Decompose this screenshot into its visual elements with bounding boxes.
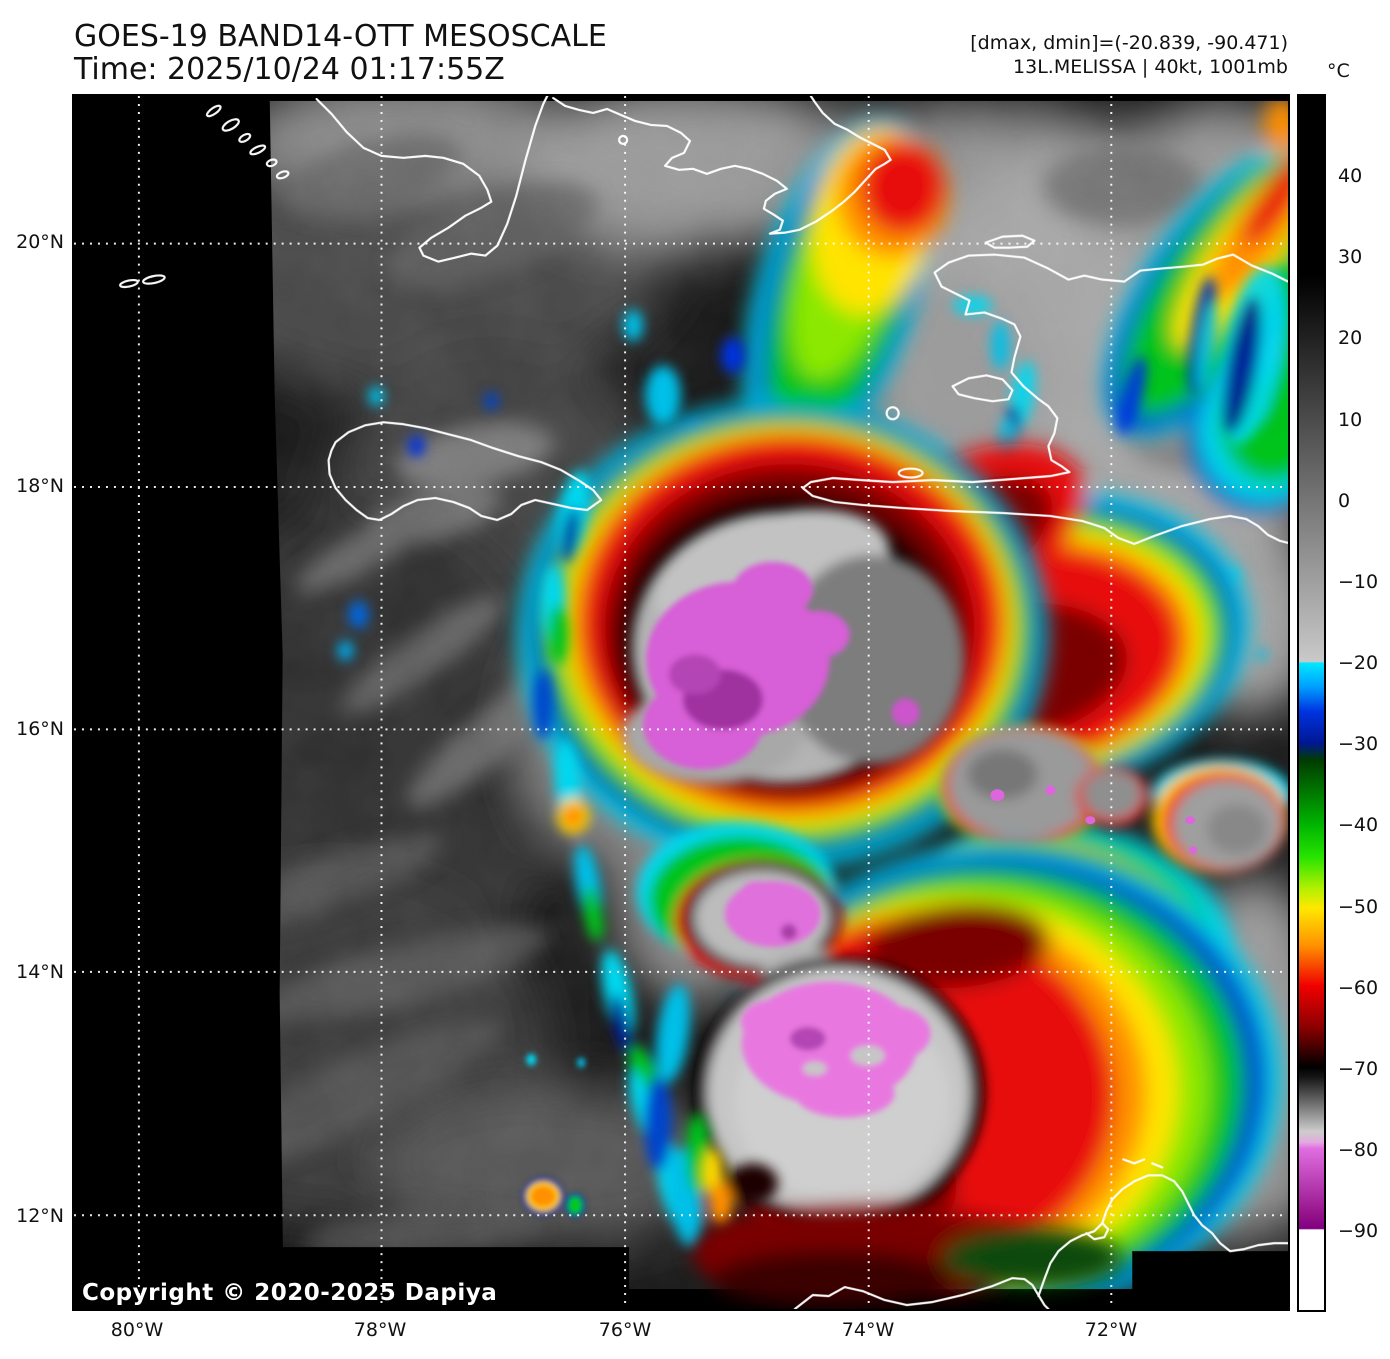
- storm-info: 13L.MELISSA | 40kt, 1001mb: [1013, 56, 1288, 78]
- lon-label-78w: 78°W: [353, 1319, 407, 1341]
- cb-tick-10: 10: [1338, 409, 1363, 431]
- copyright-text: Copyright © 2020-2025 Dapiya: [82, 1280, 498, 1306]
- northern-convective-band: [743, 117, 949, 464]
- coastal-lagoon: [897, 467, 924, 479]
- coastlines: [119, 96, 1288, 1309]
- lon-label-80w: 80°W: [110, 1319, 164, 1341]
- lon-label-72w: 72°W: [1084, 1319, 1138, 1341]
- page-title: GOES-19 BAND14-OTT MESOSCALE Time: 2025/1…: [74, 20, 607, 86]
- colorbar-gradient: [1297, 94, 1326, 1312]
- bottom-convection-bulge: [692, 1208, 1123, 1307]
- satellite-imagery: [74, 96, 1288, 1309]
- lon-label-74w: 74°W: [841, 1319, 895, 1341]
- lat-label-14n: 14°N: [16, 961, 64, 983]
- latlon-grid: [74, 96, 1288, 1309]
- lat-label-16n: 16°N: [16, 718, 64, 740]
- title-line: GOES-19 BAND14-OTT MESOSCALE: [74, 19, 607, 54]
- small-cay: [618, 134, 629, 145]
- jamaica-coast: [327, 421, 603, 522]
- cuba-east-coast: [552, 96, 892, 235]
- dmax-dmin: [dmax, dmin]=(-20.839, -90.471): [970, 32, 1288, 54]
- west-inflow-band: [337, 386, 778, 1248]
- header-metrics: [dmax, dmin]=(-20.839, -90.471) 13L.MELIS…: [970, 31, 1288, 79]
- cb-tick-n10: −10: [1338, 571, 1379, 593]
- southern-overshoot-cores: [724, 881, 931, 1118]
- cuba-west-coast: [315, 96, 549, 263]
- cb-tick-n70: −70: [1338, 1058, 1379, 1080]
- time-line: Time: 2025/10/24 01:17:55Z: [74, 52, 505, 87]
- lon-label-76w: 76°W: [598, 1319, 652, 1341]
- lat-label-18n: 18°N: [16, 475, 64, 497]
- cb-tick-30: 30: [1338, 246, 1363, 268]
- satellite-map: Copyright © 2020-2025 Dapiya: [72, 94, 1290, 1311]
- cb-tick-n40: −40: [1338, 814, 1379, 836]
- lat-label-20n: 20°N: [16, 231, 64, 253]
- cb-tick-n50: −50: [1338, 896, 1379, 918]
- cb-tick-40: 40: [1338, 165, 1363, 187]
- cayman-islands: [119, 274, 166, 289]
- cb-tick-0: 0: [1338, 490, 1351, 512]
- no-data-regions: [74, 96, 1288, 1309]
- bottomleft-small-cells: [522, 1053, 586, 1218]
- cb-tick-n90: −90: [1338, 1220, 1379, 1242]
- lat-label-12n: 12°N: [16, 1205, 64, 1227]
- cb-tick-20: 20: [1338, 327, 1363, 349]
- cb-tick-n20: −20: [1338, 652, 1379, 674]
- cuban-cays: [205, 104, 290, 180]
- hispaniola-coast: [801, 253, 1288, 545]
- gonave-island: [951, 374, 1014, 403]
- main-blob-overshoot-core: [643, 561, 920, 770]
- midright-magenta-specks: [990, 785, 1198, 855]
- cb-tick-n60: −60: [1338, 977, 1379, 999]
- colorbar-unit: °C: [1327, 60, 1350, 82]
- tortuga-island: [984, 234, 1036, 249]
- coastal-squiggles: [1085, 1158, 1164, 1241]
- cb-tick-n30: −30: [1338, 733, 1379, 755]
- cb-tick-n80: −80: [1338, 1139, 1379, 1161]
- south-america-coast-guajira: [1037, 1174, 1288, 1298]
- south-america-coast-west: [793, 1276, 1050, 1309]
- small-islet: [885, 406, 900, 421]
